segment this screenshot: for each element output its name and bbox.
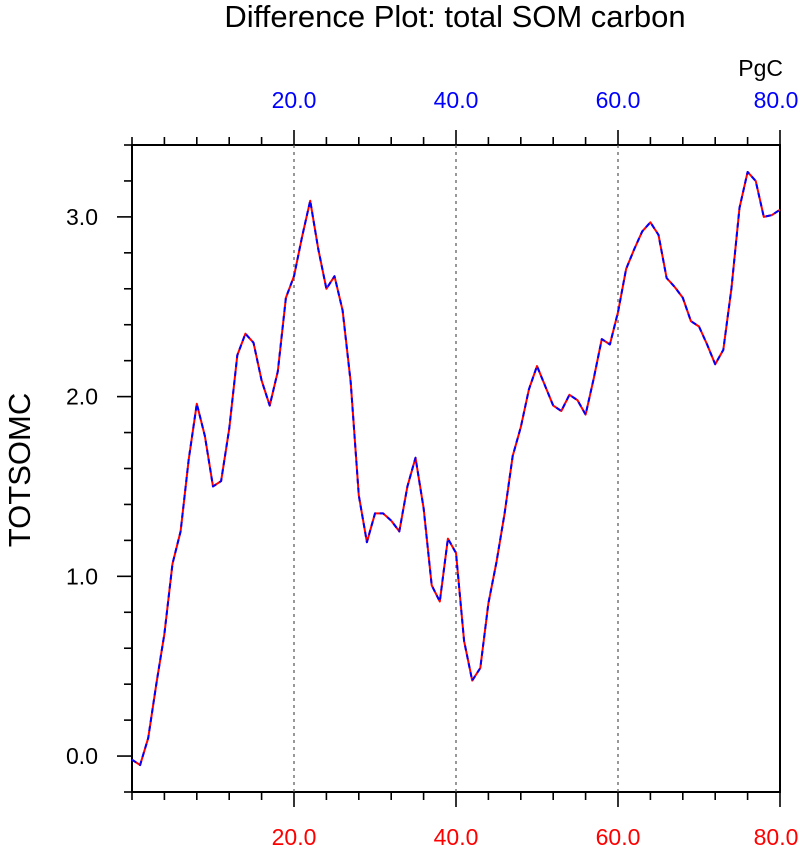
series-line-blue-dashed (131, 170, 781, 767)
y-tick-label: 2.0 (66, 384, 98, 410)
x-tick-label-top: 60.0 (596, 87, 641, 113)
x-tick-label-top: 40.0 (434, 87, 479, 113)
y-tick-label: 0.0 (66, 743, 98, 769)
series-lines (131, 170, 781, 767)
y-tick-label: 1.0 (66, 563, 98, 589)
y-tick-label: 3.0 (66, 204, 98, 230)
x-tick-label-bottom: 20.0 (272, 824, 317, 850)
x-tick-label-bottom: 80.0 (754, 824, 799, 850)
grid-lines (293, 145, 619, 792)
axis-ticks (117, 130, 781, 807)
tick-labels: 20.0 40.0 60.0 80.0 20.0 40.0 60.0 80.0 0.0 1.0 2.… (66, 87, 798, 850)
chart-title: Difference Plot: total SOM carbon (224, 0, 685, 34)
x-tick-label-bottom: 60.0 (596, 824, 641, 850)
x-tick-label-top: 20.0 (272, 87, 317, 113)
x-tick-label-bottom: 40.0 (434, 824, 479, 850)
y-axis-label: TOTSOMC (2, 393, 37, 547)
x-tick-label-top: 80.0 (754, 87, 799, 113)
units-label: PgC (738, 55, 783, 81)
